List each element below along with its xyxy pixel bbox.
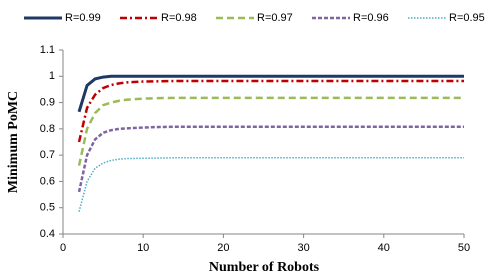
x-tick-label: 50 [458, 242, 470, 254]
x-tick-label: 10 [137, 242, 149, 254]
legend-label: R=0.98 [161, 12, 197, 24]
legend-label: R=0.95 [449, 12, 485, 24]
series-line [77, 74, 464, 113]
y-tick-label: 0.4 [40, 228, 55, 240]
legend-label: R=0.99 [65, 12, 101, 24]
y-tick-label: 1 [49, 70, 55, 82]
y-tick-label: 0.7 [40, 149, 55, 161]
x-tick-label: 20 [217, 242, 229, 254]
series-line [77, 96, 464, 166]
x-tick-label: 30 [297, 242, 309, 254]
legend-label: R=0.97 [257, 12, 293, 24]
legend-label: R=0.96 [353, 12, 389, 24]
x-tick-label: 0 [60, 242, 66, 254]
series-line [77, 79, 464, 143]
x-axis-title: Number of Robots [209, 260, 320, 275]
x-tick-label: 40 [378, 242, 390, 254]
series-line [78, 157, 464, 212]
y-tick-label: 1.1 [40, 44, 55, 56]
y-tick-label: 0.5 [40, 202, 55, 214]
series-line [77, 125, 464, 193]
y-tick-label: 0.9 [40, 96, 55, 108]
y-axis-title: Minimum PoMC [6, 91, 21, 193]
y-tick-label: 0.6 [40, 175, 55, 187]
y-tick-label: 0.8 [40, 123, 55, 135]
